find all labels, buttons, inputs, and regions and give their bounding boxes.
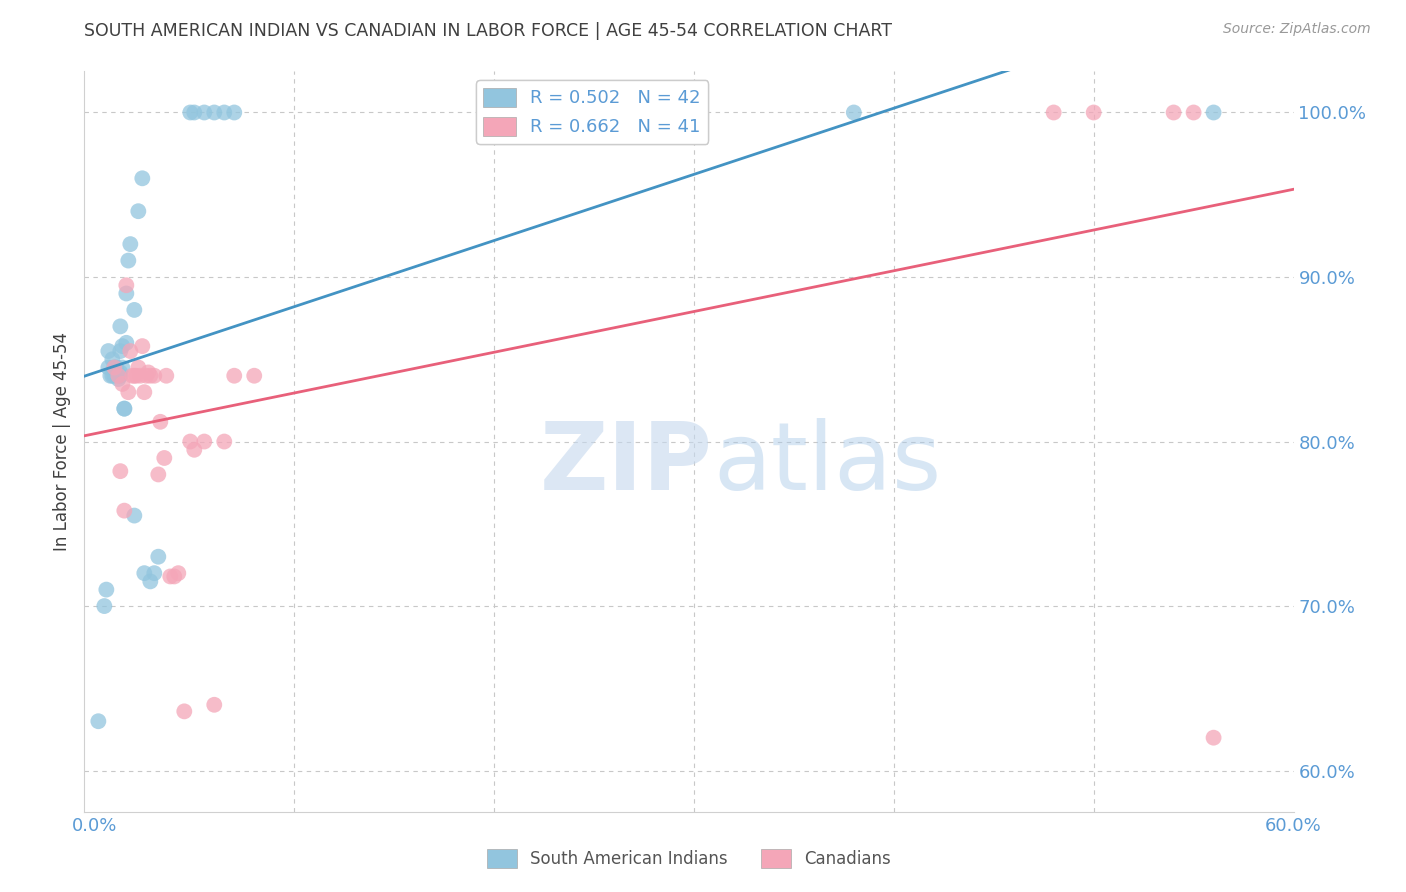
Point (115, 278, 138, 293)
Point (124, 508, 146, 523)
Point (115, 286, 138, 301)
Point (159, 569, 181, 583)
Point (482, 105, 505, 120)
Point (149, 415, 172, 429)
Point (214, 434, 236, 449)
Point (202, 698, 225, 712)
Point (97, 344, 120, 359)
Point (129, 368, 152, 383)
Point (93, 599, 115, 613)
Point (1202, 105, 1225, 120)
Point (97, 360, 120, 375)
Text: SOUTH AMERICAN INDIAN VS CANADIAN IN LABOR FORCE | AGE 45-54 CORRELATION CHART: SOUTH AMERICAN INDIAN VS CANADIAN IN LAB… (84, 22, 893, 40)
Point (148, 549, 170, 564)
Point (224, 105, 246, 120)
Point (121, 368, 143, 383)
Point (107, 368, 129, 383)
Point (143, 368, 166, 383)
Point (112, 401, 135, 416)
Point (683, 105, 706, 120)
Point (139, 368, 162, 383)
Point (105, 360, 128, 375)
Point (110, 464, 132, 478)
Text: Source: ZipAtlas.com: Source: ZipAtlas.com (1223, 22, 1371, 37)
Point (103, 360, 125, 375)
Legend: R = 0.502   N = 42, R = 0.662   N = 41: R = 0.502 N = 42, R = 0.662 N = 41 (477, 80, 709, 144)
Point (105, 364, 128, 378)
Point (125, 368, 148, 383)
Point (143, 566, 166, 581)
Point (111, 376, 134, 391)
Point (110, 344, 132, 359)
Point (135, 368, 157, 383)
Point (179, 105, 201, 120)
Point (1182, 105, 1205, 120)
Point (1083, 105, 1105, 120)
Point (183, 105, 205, 120)
Point (107, 368, 129, 383)
Point (112, 503, 135, 517)
Point (117, 253, 139, 268)
Point (173, 704, 195, 718)
Point (110, 366, 132, 380)
Point (120, 237, 142, 252)
Point (148, 467, 170, 482)
Point (131, 339, 153, 353)
Point (167, 566, 190, 581)
Point (183, 442, 205, 457)
Point (139, 574, 162, 589)
Point (101, 368, 124, 383)
Point (111, 339, 134, 353)
Point (96, 582, 118, 597)
Point (101, 352, 124, 367)
Point (117, 385, 139, 400)
Point (202, 105, 225, 120)
Point (193, 105, 215, 120)
Point (127, 204, 149, 219)
Point (110, 368, 132, 383)
Point (842, 105, 865, 120)
Point (224, 368, 246, 383)
Point (214, 105, 236, 120)
Point (112, 401, 135, 416)
Point (131, 171, 153, 186)
Point (111, 360, 134, 375)
Point (243, 368, 266, 383)
Point (103, 360, 125, 375)
Point (110, 319, 132, 334)
Point (163, 569, 186, 583)
Text: ZIP: ZIP (540, 417, 713, 509)
Point (1202, 731, 1225, 745)
Point (136, 366, 159, 380)
Point (134, 566, 156, 581)
Point (107, 372, 129, 386)
Point (153, 450, 176, 465)
Point (1042, 105, 1064, 120)
Text: atlas: atlas (713, 417, 942, 509)
Point (1163, 105, 1185, 120)
Point (127, 360, 149, 375)
Point (124, 302, 146, 317)
Point (124, 368, 146, 383)
Point (120, 344, 142, 359)
Point (87, 714, 110, 729)
Point (179, 434, 201, 449)
Point (98, 368, 121, 383)
Point (115, 335, 138, 350)
Point (155, 368, 177, 383)
Y-axis label: In Labor Force | Age 45-54: In Labor Force | Age 45-54 (53, 332, 72, 551)
Point (193, 434, 215, 449)
Point (134, 385, 156, 400)
Legend: South American Indians, Canadians: South American Indians, Canadians (479, 843, 898, 875)
Point (103, 368, 125, 383)
